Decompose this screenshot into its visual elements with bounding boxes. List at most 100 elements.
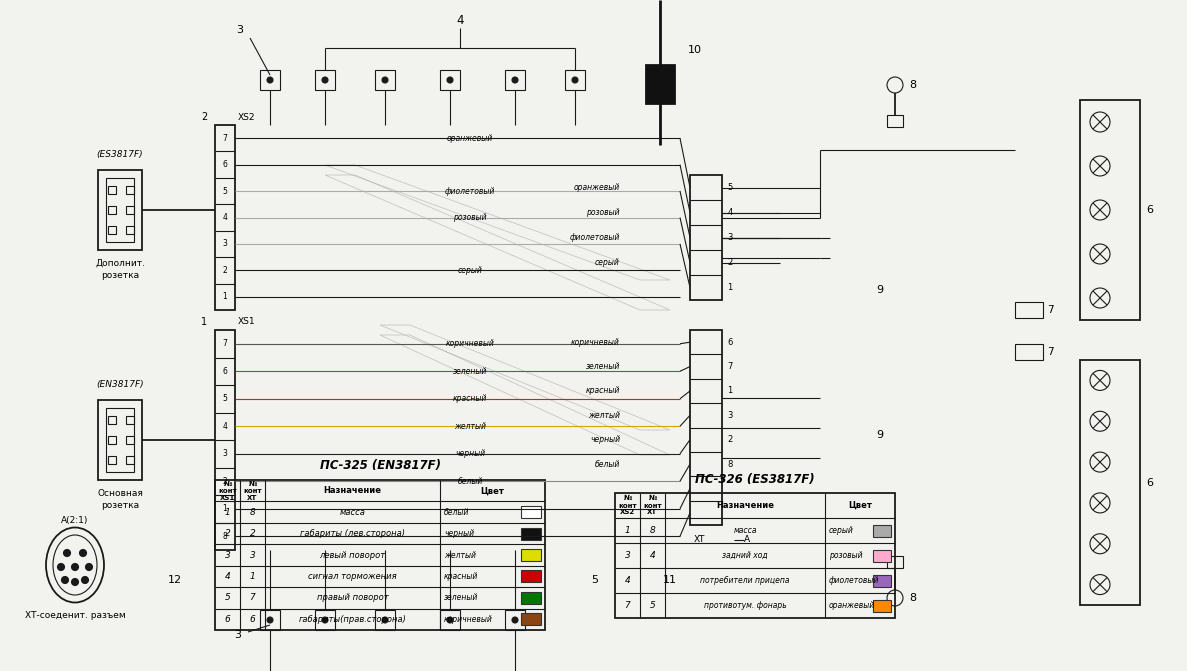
Text: 4: 4: [224, 572, 230, 581]
Text: 5: 5: [591, 575, 598, 585]
Text: 1: 1: [224, 508, 230, 517]
Text: 7: 7: [249, 593, 255, 603]
Text: желтый: желтый: [453, 422, 485, 431]
Bar: [521, 570, 541, 582]
Text: A(2:1): A(2:1): [62, 515, 89, 525]
Bar: [521, 613, 541, 625]
Bar: [108, 456, 116, 464]
Bar: [565, 70, 585, 90]
Bar: [215, 125, 235, 310]
Text: 4: 4: [456, 13, 464, 26]
Bar: [690, 175, 722, 300]
Bar: [615, 493, 895, 618]
Bar: [126, 186, 134, 194]
Circle shape: [512, 617, 518, 623]
Text: A: A: [744, 535, 750, 544]
Circle shape: [447, 77, 453, 83]
Bar: [99, 170, 142, 250]
Bar: [504, 70, 525, 90]
Text: 9: 9: [876, 285, 883, 295]
Bar: [1080, 360, 1140, 605]
Text: розовый: розовый: [586, 208, 620, 217]
Text: Основная: Основная: [97, 488, 142, 497]
Bar: [646, 65, 674, 103]
Text: оранжевый: оранжевый: [829, 601, 875, 610]
Text: габариты (лев.сторона): габариты (лев.сторона): [300, 529, 405, 538]
Text: Назначение: Назначение: [716, 501, 774, 510]
Text: 3: 3: [728, 411, 732, 420]
Text: Дополнит.: Дополнит.: [95, 258, 145, 268]
Text: 2: 2: [728, 258, 732, 267]
Bar: [872, 550, 891, 562]
Text: 3: 3: [223, 450, 228, 458]
Text: №
конт
XS1: № конт XS1: [218, 480, 237, 501]
Circle shape: [71, 564, 78, 570]
Text: 6: 6: [1147, 478, 1154, 488]
Bar: [315, 70, 335, 90]
Text: потребители прицепа: потребители прицепа: [700, 576, 789, 585]
Bar: [690, 330, 722, 525]
Text: черный: черный: [590, 435, 620, 444]
Circle shape: [267, 617, 273, 623]
Bar: [108, 416, 116, 424]
Bar: [126, 226, 134, 234]
Bar: [521, 592, 541, 604]
Bar: [106, 178, 134, 242]
Text: 2: 2: [223, 477, 228, 486]
Text: фиолетовый: фиолетовый: [570, 233, 620, 242]
Circle shape: [512, 77, 518, 83]
Text: 3: 3: [249, 550, 255, 560]
Text: ПС-326 (ES3817F): ПС-326 (ES3817F): [696, 472, 814, 486]
Text: 3: 3: [223, 240, 228, 248]
Bar: [108, 186, 116, 194]
Text: 11: 11: [664, 575, 677, 585]
Bar: [521, 549, 541, 561]
Text: ПС-325 (EN3817F): ПС-325 (EN3817F): [319, 460, 440, 472]
Circle shape: [57, 564, 64, 570]
Text: (EN3817F): (EN3817F): [96, 380, 144, 389]
Circle shape: [267, 77, 273, 83]
Text: 1: 1: [624, 526, 630, 535]
Text: 1: 1: [728, 386, 732, 395]
Bar: [126, 416, 134, 424]
Bar: [521, 527, 541, 539]
Text: зеленый: зеленый: [585, 362, 620, 371]
Text: белый: белый: [444, 508, 469, 517]
Text: 6: 6: [1147, 205, 1154, 215]
Text: 4: 4: [223, 422, 228, 431]
Text: 6: 6: [224, 615, 230, 624]
Text: №
конт
XS2: № конт XS2: [618, 495, 636, 515]
Text: 8: 8: [728, 460, 732, 468]
Text: розовый: розовый: [829, 551, 863, 560]
Text: 1: 1: [223, 504, 228, 513]
Text: красный: красный: [452, 395, 487, 403]
Circle shape: [572, 77, 578, 83]
Text: 7: 7: [1047, 305, 1053, 315]
Text: 3: 3: [728, 233, 732, 242]
Circle shape: [62, 576, 69, 584]
Text: 7: 7: [1047, 347, 1053, 357]
Text: красный: красный: [444, 572, 478, 581]
Bar: [375, 70, 395, 90]
Text: желтый: желтый: [588, 411, 620, 420]
Text: 4: 4: [624, 576, 630, 585]
Text: 2: 2: [728, 435, 732, 444]
Text: правый поворот: правый поворот: [317, 593, 388, 603]
Text: 2: 2: [224, 529, 230, 538]
Text: №
конт
XT: № конт XT: [643, 495, 662, 515]
Bar: [872, 574, 891, 586]
Text: (ES3817F): (ES3817F): [96, 150, 144, 160]
Bar: [887, 115, 903, 127]
Text: 8: 8: [909, 80, 916, 90]
Text: 3: 3: [236, 25, 243, 35]
Text: 3: 3: [235, 630, 241, 640]
Text: белый: белый: [457, 477, 483, 486]
Text: 8: 8: [649, 526, 655, 535]
Bar: [106, 408, 134, 472]
Bar: [126, 436, 134, 444]
Text: черный: черный: [455, 450, 485, 458]
Text: серый: серый: [829, 526, 853, 535]
Text: 9: 9: [876, 430, 883, 440]
Text: 6: 6: [249, 615, 255, 624]
Bar: [440, 70, 461, 90]
